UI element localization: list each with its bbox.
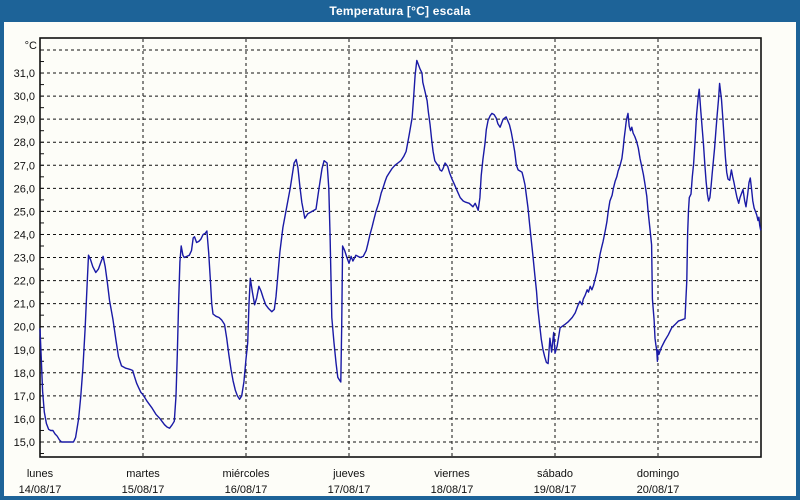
svg-text:15/08/17: 15/08/17 bbox=[122, 484, 165, 496]
svg-text:30,0: 30,0 bbox=[14, 91, 35, 103]
svg-text:19/08/17: 19/08/17 bbox=[534, 484, 577, 496]
svg-text:28,0: 28,0 bbox=[14, 137, 35, 149]
svg-text:jueves: jueves bbox=[332, 468, 365, 480]
svg-text:14/08/17: 14/08/17 bbox=[19, 484, 62, 496]
svg-text:miércoles: miércoles bbox=[222, 468, 270, 480]
svg-text:26,0: 26,0 bbox=[14, 183, 35, 195]
svg-text:29,0: 29,0 bbox=[14, 114, 35, 126]
svg-text:24,0: 24,0 bbox=[14, 229, 35, 241]
chart-window-content: 31,0 30,0 29,0 28,0 27,0 26,0 25,0 24,0 23,0 22,0… bbox=[4, 22, 796, 496]
svg-text:23,0: 23,0 bbox=[14, 253, 35, 265]
svg-text:17/08/17: 17/08/17 bbox=[328, 484, 371, 496]
svg-text:16/08/17: 16/08/17 bbox=[225, 484, 268, 496]
svg-text:18/08/17: 18/08/17 bbox=[431, 484, 474, 496]
svg-text:sábado: sábado bbox=[537, 468, 573, 480]
svg-text:15,0: 15,0 bbox=[14, 437, 35, 449]
window-title: Temperatura [°C] escala bbox=[329, 4, 471, 18]
svg-text:lunes: lunes bbox=[27, 468, 54, 480]
svg-text:16,0: 16,0 bbox=[14, 414, 35, 426]
svg-text:22,0: 22,0 bbox=[14, 276, 35, 288]
svg-text:27,0: 27,0 bbox=[14, 160, 35, 172]
svg-text:21,0: 21,0 bbox=[14, 299, 35, 311]
svg-text:19,0: 19,0 bbox=[14, 345, 35, 357]
svg-text:20,0: 20,0 bbox=[14, 322, 35, 334]
svg-text:20/08/17: 20/08/17 bbox=[637, 484, 680, 496]
svg-text:25,0: 25,0 bbox=[14, 206, 35, 218]
svg-text:18,0: 18,0 bbox=[14, 368, 35, 380]
svg-text:viernes: viernes bbox=[434, 468, 470, 480]
svg-text:domingo: domingo bbox=[637, 468, 679, 480]
svg-text:31,0: 31,0 bbox=[14, 68, 35, 80]
window-titlebar: Temperatura [°C] escala bbox=[0, 0, 800, 22]
svg-text:17,0: 17,0 bbox=[14, 391, 35, 403]
svg-text:martes: martes bbox=[126, 468, 160, 480]
temperature-chart: 31,0 30,0 29,0 28,0 27,0 26,0 25,0 24,0 23,0 22,0… bbox=[14, 37, 762, 496]
svg-text:°C: °C bbox=[25, 40, 37, 52]
